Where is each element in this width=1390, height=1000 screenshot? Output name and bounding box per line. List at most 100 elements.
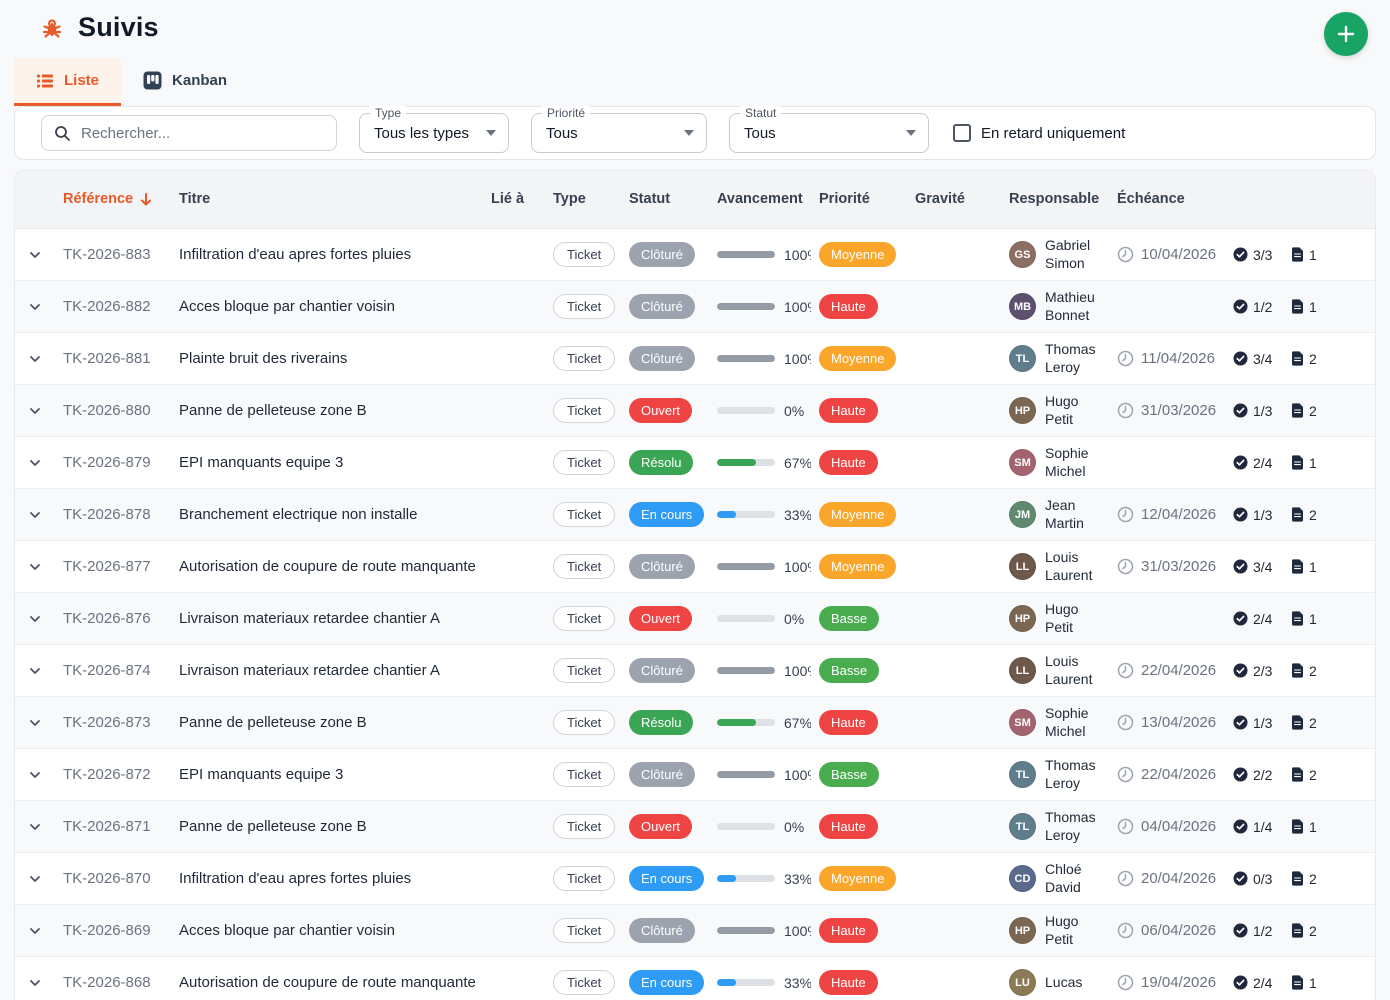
checklist-count-cell: 2/3 xyxy=(1225,663,1283,679)
expand-row-icon[interactable] xyxy=(27,247,43,263)
expand-row-icon[interactable] xyxy=(27,715,43,731)
expand-row-icon[interactable] xyxy=(27,975,43,991)
table-row[interactable]: TK-2026-882 Acces bloque par chantier vo… xyxy=(15,281,1375,333)
table-row[interactable]: TK-2026-870 Infiltration d'eau apres for… xyxy=(15,853,1375,905)
type-chip: Ticket xyxy=(553,553,616,580)
app-header: Suivis xyxy=(0,0,1390,58)
status-badge: Clôturé xyxy=(629,345,695,372)
document-icon xyxy=(1291,403,1304,418)
statut-select[interactable]: Statut Tous xyxy=(729,106,929,153)
row-reference: TK-2026-869 xyxy=(63,922,151,939)
progress-bar xyxy=(717,303,775,310)
checklist-count: 1/2 xyxy=(1253,298,1273,315)
avatar: HP xyxy=(1009,605,1036,632)
documents-count-cell: 2 xyxy=(1283,767,1333,783)
search-input[interactable] xyxy=(81,124,324,142)
column-header-statut[interactable]: Statut xyxy=(629,191,671,208)
table-row[interactable]: TK-2026-879 EPI manquants equipe 3 Ticke… xyxy=(15,437,1375,489)
row-reference: TK-2026-871 xyxy=(63,818,151,835)
progress-bar xyxy=(717,511,775,518)
check-circle-icon xyxy=(1233,247,1248,262)
progress-cell: 67% xyxy=(709,455,811,471)
table-row[interactable]: TK-2026-876 Livraison materiaux retardee… xyxy=(15,593,1375,645)
avatar: HP xyxy=(1009,397,1036,424)
row-title: Autorisation de coupure de route manquan… xyxy=(179,974,476,991)
late-only-checkbox[interactable] xyxy=(953,124,971,142)
column-header-lie-a[interactable]: Lié à xyxy=(491,191,525,208)
document-icon xyxy=(1291,819,1304,834)
column-header-responsable[interactable]: Responsable xyxy=(1009,191,1100,208)
documents-count-cell: 2 xyxy=(1283,871,1333,887)
progress-bar xyxy=(717,667,775,674)
priorite-select[interactable]: Priorité Tous xyxy=(531,106,707,153)
expand-row-icon[interactable] xyxy=(27,611,43,627)
clock-icon xyxy=(1117,922,1134,939)
checklist-count: 1/4 xyxy=(1253,818,1273,835)
type-chip: Ticket xyxy=(553,449,616,476)
responsable-name: Chloé David xyxy=(1045,861,1082,895)
column-header-priorite[interactable]: Priorité xyxy=(819,191,870,208)
type-select[interactable]: Type Tous les types xyxy=(359,106,509,153)
expand-row-icon[interactable] xyxy=(27,559,43,575)
column-header-avancement[interactable]: Avancement xyxy=(717,191,803,208)
column-header-titre[interactable]: Titre xyxy=(179,191,211,208)
table-row[interactable]: TK-2026-873 Panne de pelleteuse zone B T… xyxy=(15,697,1375,749)
progress-bar xyxy=(717,927,775,934)
checklist-count: 3/4 xyxy=(1253,350,1273,367)
table-row[interactable]: TK-2026-868 Autorisation de coupure de r… xyxy=(15,957,1375,1000)
document-icon xyxy=(1291,611,1304,626)
progress-cell: 100% xyxy=(709,767,811,783)
progress-label: 100% xyxy=(784,298,811,315)
search-box[interactable] xyxy=(41,115,337,151)
tab-kanban[interactable]: Kanban xyxy=(121,58,249,106)
expand-row-icon[interactable] xyxy=(27,403,43,419)
checklist-count: 3/4 xyxy=(1253,558,1273,575)
progress-label: 100% xyxy=(784,662,811,679)
responsable-name: Mathieu Bonnet xyxy=(1045,289,1095,323)
progress-label: 67% xyxy=(784,714,811,731)
expand-row-icon[interactable] xyxy=(27,923,43,939)
search-icon xyxy=(54,125,71,142)
expand-row-icon[interactable] xyxy=(27,507,43,523)
bug-icon xyxy=(40,16,64,40)
check-circle-icon xyxy=(1233,403,1248,418)
column-header-echeance[interactable]: Échéance xyxy=(1117,191,1185,208)
due-date-cell: 22/04/2026 xyxy=(1109,662,1225,679)
avatar: TL xyxy=(1009,813,1036,840)
expand-row-icon[interactable] xyxy=(27,299,43,315)
type-chip: Ticket xyxy=(553,709,616,736)
table-row[interactable]: TK-2026-877 Autorisation de coupure de r… xyxy=(15,541,1375,593)
column-header-reference[interactable]: Référence xyxy=(55,190,171,209)
status-badge: Clôturé xyxy=(629,241,695,268)
priority-badge: Moyenne xyxy=(819,865,897,892)
expand-row-icon[interactable] xyxy=(27,871,43,887)
expand-row-icon[interactable] xyxy=(27,351,43,367)
row-reference: TK-2026-883 xyxy=(63,246,151,263)
expand-row-icon[interactable] xyxy=(27,663,43,679)
table-row[interactable]: TK-2026-883 Infiltration d'eau apres for… xyxy=(15,229,1375,281)
checklist-count: 1/3 xyxy=(1253,506,1273,523)
expand-row-icon[interactable] xyxy=(27,455,43,471)
table-row[interactable]: TK-2026-869 Acces bloque par chantier vo… xyxy=(15,905,1375,957)
type-chip: Ticket xyxy=(553,501,616,528)
table-row[interactable]: TK-2026-874 Livraison materiaux retardee… xyxy=(15,645,1375,697)
table-row[interactable]: TK-2026-871 Panne de pelleteuse zone B T… xyxy=(15,801,1375,853)
checklist-count: 1/2 xyxy=(1253,922,1273,939)
expand-row-icon[interactable] xyxy=(27,819,43,835)
progress-bar-fill xyxy=(717,355,775,362)
check-circle-icon xyxy=(1233,507,1248,522)
late-only-filter[interactable]: En retard uniquement xyxy=(953,124,1125,142)
priority-badge: Basse xyxy=(819,657,880,684)
status-badge: Clôturé xyxy=(629,761,695,788)
table-row[interactable]: TK-2026-878 Branchement electrique non i… xyxy=(15,489,1375,541)
add-button[interactable] xyxy=(1324,12,1368,56)
table-row[interactable]: TK-2026-872 EPI manquants equipe 3 Ticke… xyxy=(15,749,1375,801)
column-header-type[interactable]: Type xyxy=(553,191,586,208)
table-row[interactable]: TK-2026-881 Plainte bruit des riverains … xyxy=(15,333,1375,385)
tab-liste[interactable]: Liste xyxy=(14,58,122,106)
responsable-name: Louis Laurent xyxy=(1045,549,1093,583)
column-header-gravite[interactable]: Gravité xyxy=(915,191,965,208)
expand-row-icon[interactable] xyxy=(27,767,43,783)
table-row[interactable]: TK-2026-880 Panne de pelleteuse zone B T… xyxy=(15,385,1375,437)
